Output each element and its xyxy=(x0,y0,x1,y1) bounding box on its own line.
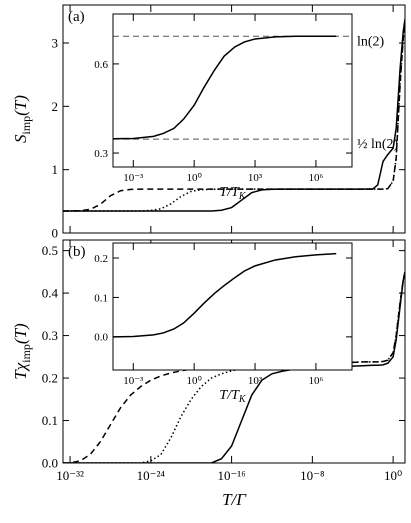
y-tick-label: 0.6 xyxy=(94,59,108,71)
plot-frame xyxy=(62,4,406,234)
y-tick-label: 0.3 xyxy=(42,328,58,343)
x-tick-label: 10⁶ xyxy=(308,172,323,184)
x-axis-label: T/TK xyxy=(219,388,246,405)
y-tick-label: 0.0 xyxy=(94,332,108,344)
plot-frame xyxy=(112,242,353,371)
x-axis-label-part: T/T xyxy=(219,388,240,403)
y-axis-label-sub: imp xyxy=(19,116,33,135)
panel-label: (b) xyxy=(68,244,86,260)
y-axis-label: Tχimp(T) xyxy=(11,323,33,380)
x-tick-label: 10⁻⁸ xyxy=(300,468,325,483)
series-line xyxy=(63,18,405,212)
series-line xyxy=(113,252,337,338)
y-axis-label-sub: imp xyxy=(19,344,33,363)
y-tick-label: 0.2 xyxy=(42,371,58,386)
y-tick-label: 0 xyxy=(52,226,59,241)
y-tick-label: 3 xyxy=(52,36,59,51)
series-line xyxy=(113,35,337,140)
y-tick-label: 0.3 xyxy=(94,148,108,160)
x-tick-label: 10⁰ xyxy=(186,375,202,387)
inset-bg xyxy=(113,243,352,370)
plot-frame xyxy=(112,13,353,168)
y-axis-label-part: (T) xyxy=(11,323,30,344)
y-tick-label: 2 xyxy=(52,99,59,114)
y-tick-label: 1 xyxy=(52,162,59,177)
inset-bg xyxy=(113,14,352,167)
y-tick-label: 0.0 xyxy=(42,456,58,471)
plot-frame xyxy=(62,239,406,464)
x-axis-label-sub: K xyxy=(238,191,247,202)
y-axis-label-part: Tχ xyxy=(11,362,30,379)
x-axis-label: T/Γ xyxy=(222,490,247,509)
x-tick-label: 10³ xyxy=(248,172,263,184)
x-tick-label: 10⁰ xyxy=(384,468,402,483)
x-tick-label: 10³ xyxy=(248,375,263,387)
panel-label: (a) xyxy=(68,9,85,25)
x-tick-label: 10⁰ xyxy=(186,172,202,184)
reference-label: ½ ln(2) xyxy=(357,137,399,152)
x-tick-label: 10⁻²⁴ xyxy=(137,468,166,483)
reference-label: ln(2) xyxy=(357,34,385,49)
y-axis-label: Simp(T) xyxy=(11,95,33,143)
x-axis-label: T/TK xyxy=(219,185,246,202)
x-tick-label: 10⁻³ xyxy=(123,375,144,387)
y-tick-label: 0.5 xyxy=(42,243,58,258)
series-line xyxy=(63,24,405,212)
x-axis-label-sub: K xyxy=(238,394,247,405)
y-axis-label-part: S xyxy=(11,134,30,143)
y-axis-label-part: (T) xyxy=(11,95,30,116)
x-tick-label: 10⁻³² xyxy=(56,468,84,483)
y-tick-label: 0.1 xyxy=(94,292,108,304)
y-tick-label: 0.2 xyxy=(94,253,108,265)
x-tick-label: 10⁻¹⁶ xyxy=(217,468,245,483)
series-line xyxy=(63,271,405,463)
x-axis-label-part: T/T xyxy=(219,185,240,200)
y-tick-label: 0.4 xyxy=(42,286,59,301)
x-tick-label: 10⁻³ xyxy=(123,172,144,184)
y-tick-label: 0.1 xyxy=(42,413,58,428)
x-tick-label: 10⁶ xyxy=(308,375,323,387)
